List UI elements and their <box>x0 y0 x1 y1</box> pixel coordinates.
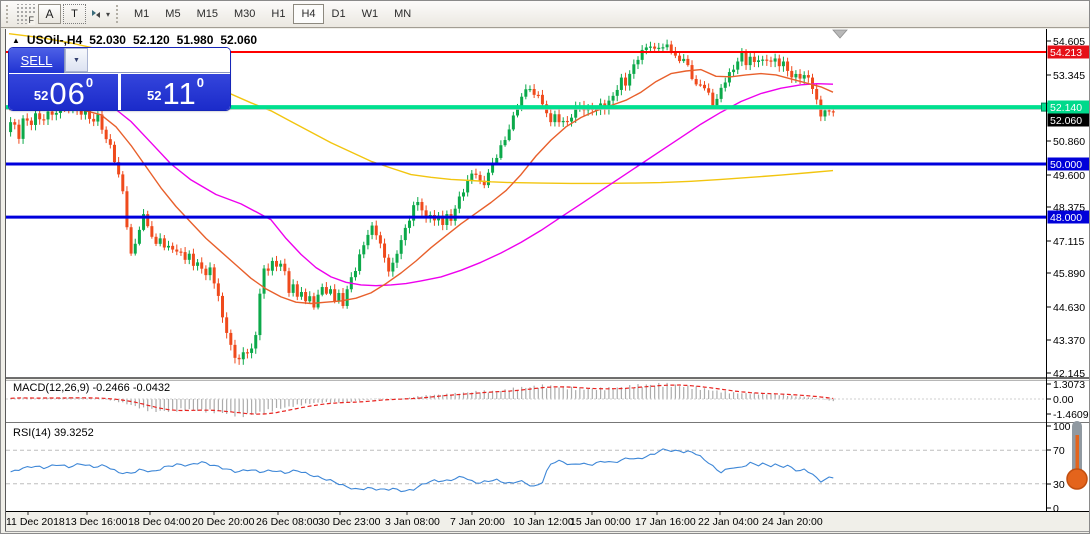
svg-text:1.3073: 1.3073 <box>1053 379 1085 391</box>
chart-ohlc-title: ▲ USOil-,H4 52.030 52.120 51.980 52.060 <box>12 33 257 47</box>
svg-text:24 Jan 20:00: 24 Jan 20:00 <box>762 516 823 528</box>
open-value: 52.030 <box>89 33 126 47</box>
svg-text:44.630: 44.630 <box>1053 302 1085 314</box>
svg-text:17 Jan 16:00: 17 Jan 16:00 <box>635 516 696 528</box>
tf-button-m5[interactable]: M5 <box>165 8 181 20</box>
svg-text:26 Dec 08:00: 26 Dec 08:00 <box>256 516 319 528</box>
tf-button-m1[interactable]: M1 <box>134 8 150 20</box>
svg-text:49.600: 49.600 <box>1053 170 1085 182</box>
buy-price-pip: 0 <box>196 75 204 90</box>
chevron-down-icon: ▾ <box>106 9 111 19</box>
svg-text:7 Jan 20:00: 7 Jan 20:00 <box>450 516 505 528</box>
chart-shift-marker <box>832 29 848 39</box>
symbol-period-label: USOil-,H4 <box>26 33 83 47</box>
svg-text:30: 30 <box>1053 479 1065 491</box>
annotate-a-button[interactable]: A <box>38 4 61 24</box>
volume-decrease-button[interactable]: ▼ <box>65 48 88 72</box>
sell-price-button[interactable]: 52 06 0 <box>9 74 118 110</box>
cycle-arrows-icon <box>92 10 100 18</box>
svg-text:0: 0 <box>1053 503 1059 515</box>
volume-spinner: ▼ ▲ <box>64 48 230 73</box>
svg-text:20 Dec 20:00: 20 Dec 20:00 <box>192 516 255 528</box>
rsi-label: RSI(14) 39.3252 <box>13 427 94 439</box>
svg-text:54.605: 54.605 <box>1053 36 1085 48</box>
svg-text:52.140: 52.140 <box>1050 102 1082 114</box>
timeframe-group: M1 M5 M15 M30 H1 H4 D1 W1 MN <box>126 4 419 24</box>
tf-button-h1[interactable]: H1 <box>271 8 286 20</box>
svg-text:52.060: 52.060 <box>1050 115 1082 127</box>
svg-text:54.213: 54.213 <box>1050 47 1082 59</box>
grid-f-icon[interactable]: F <box>15 4 36 25</box>
svg-text:70: 70 <box>1053 445 1065 457</box>
svg-text:100: 100 <box>1053 421 1071 433</box>
svg-text:15 Jan 00:00: 15 Jan 00:00 <box>570 516 631 528</box>
close-value: 52.060 <box>220 33 258 47</box>
price-axis: 54.60553.34550.86049.60048.37547.11545.8… <box>1047 36 1089 380</box>
svg-text:-1.4609: -1.4609 <box>1053 409 1089 421</box>
grid-f-label: F <box>27 15 35 25</box>
buy-price-prefix: 52 <box>147 88 162 103</box>
text-tool-button[interactable]: T <box>63 4 86 24</box>
buy-price-main: 11 <box>162 76 197 110</box>
svg-text:11 Dec 2018: 11 Dec 2018 <box>6 516 65 528</box>
svg-text:30 Dec 23:00: 30 Dec 23:00 <box>318 516 381 528</box>
cycle-arrows-button[interactable]: ▾ <box>88 4 111 24</box>
buy-price-button[interactable]: 52 11 0 <box>121 74 230 110</box>
rsi-layer: RSI(14) 39.3252 100 70 30 0 <box>6 421 1071 515</box>
svg-text:47.115: 47.115 <box>1053 236 1084 248</box>
svg-text:53.345: 53.345 <box>1053 70 1085 82</box>
svg-text:43.370: 43.370 <box>1053 335 1085 347</box>
high-value: 52.120 <box>132 33 170 47</box>
rsi-line <box>10 448 834 493</box>
svg-text:18 Dec 04:00: 18 Dec 04:00 <box>128 516 191 528</box>
svg-text:50.860: 50.860 <box>1053 136 1085 148</box>
macd-layer: MACD(12,26,9) -0.2466 -0.0432 1.3073 0.00 -… <box>6 379 1089 421</box>
svg-text:50.000: 50.000 <box>1050 159 1082 171</box>
low-value: 51.980 <box>176 33 214 47</box>
tf-button-m30[interactable]: M30 <box>233 8 256 20</box>
macd-signal-line <box>10 384 834 415</box>
macd-label: MACD(12,26,9) -0.2466 -0.0432 <box>13 382 170 394</box>
macd-pane <box>6 380 1046 422</box>
tf-button-d1[interactable]: D1 <box>331 8 346 20</box>
sell-price-prefix: 52 <box>33 88 49 103</box>
sell-button[interactable]: SELL <box>9 48 64 73</box>
svg-text:13 Dec 16:00: 13 Dec 16:00 <box>65 516 128 528</box>
thermometer-icon <box>1066 421 1088 490</box>
one-click-trade-panel: SELL ▼ ▲ BUY 52 06 0 52 11 0 <box>9 48 230 110</box>
sell-price-pip: 0 <box>85 75 94 90</box>
svg-text:22 Jan 04:00: 22 Jan 04:00 <box>698 516 759 528</box>
svg-text:10 Jan 12:00: 10 Jan 12:00 <box>513 516 574 528</box>
pane-borders <box>5 29 1089 532</box>
svg-text:42.145: 42.145 <box>1053 368 1085 380</box>
toolbar: F A T ▾ M1 M5 M15 M30 H1 H4 D1 W1 MN <box>1 1 1089 28</box>
tf-button-w1[interactable]: W1 <box>361 8 379 20</box>
time-axis: 11 Dec 2018 13 Dec 16:00 18 Dec 04:00 20 De… <box>6 511 823 528</box>
tf-button-h4[interactable]: H4 <box>293 4 324 24</box>
svg-text:0.00: 0.00 <box>1053 394 1074 406</box>
rsi-pane <box>6 423 1046 511</box>
toolbar-grip[interactable] <box>6 5 10 23</box>
svg-text:45.890: 45.890 <box>1053 268 1085 280</box>
svg-text:48.000: 48.000 <box>1050 212 1082 224</box>
collapse-triangle-icon[interactable]: ▲ <box>12 35 20 45</box>
svg-text:3 Jan 08:00: 3 Jan 08:00 <box>385 516 440 528</box>
sell-price-main: 06 <box>49 76 86 110</box>
volume-input[interactable] <box>88 48 230 72</box>
tf-button-m15[interactable]: M15 <box>196 8 218 20</box>
tf-button-mn[interactable]: MN <box>394 8 412 20</box>
toolbar-grip2[interactable] <box>116 5 120 23</box>
